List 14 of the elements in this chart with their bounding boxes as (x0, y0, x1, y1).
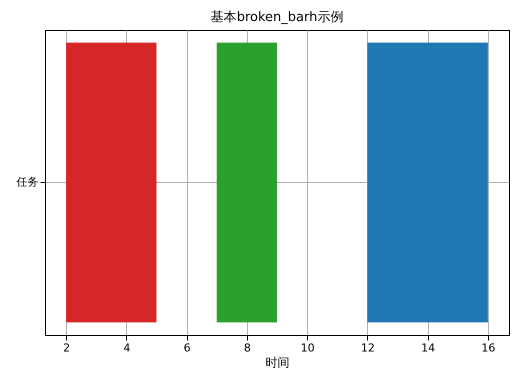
chart-title: 基本broken_barh示例 (210, 10, 344, 25)
x-tick-label: 12 (360, 342, 375, 354)
x-tick-label: 8 (244, 342, 251, 354)
x-tick-label: 2 (63, 342, 70, 354)
y-tick-label: 任务 (16, 176, 38, 188)
x-tick-label: 4 (123, 342, 130, 354)
bar (216, 42, 277, 322)
bar (367, 42, 488, 322)
x-tick-label: 16 (481, 342, 496, 354)
bar (66, 42, 156, 322)
x-tick-label: 10 (300, 342, 315, 354)
x-tick-label: 6 (184, 342, 191, 354)
x-axis-title: 时间 (266, 356, 290, 370)
x-tick-label: 14 (421, 342, 436, 354)
